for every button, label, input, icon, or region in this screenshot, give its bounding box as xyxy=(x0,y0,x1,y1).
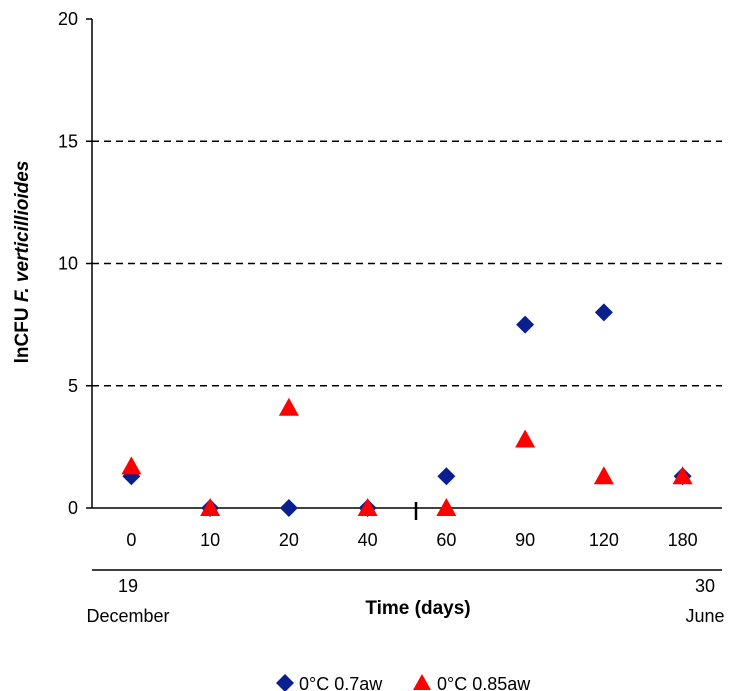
legend-label-series-2: 0°C 0.85aw xyxy=(437,674,531,691)
data-point-series-2-10 xyxy=(200,498,221,516)
data-point-series-2-180 xyxy=(672,466,693,485)
end-date-month: June xyxy=(685,606,724,626)
data-points xyxy=(121,303,693,517)
data-point-series-1-90 xyxy=(516,315,535,334)
legend-diamond-icon xyxy=(276,674,294,691)
data-point-series-1-120 xyxy=(594,303,613,322)
data-point-series-2-0 xyxy=(121,456,142,475)
end-date-day: 30 xyxy=(695,576,715,596)
x-tick-label: 120 xyxy=(589,530,619,550)
y-axis-title-prefix: lnCFU xyxy=(12,302,33,363)
y-tick-label: 20 xyxy=(58,9,78,29)
y-axis-title: lnCFU F. verticillioides xyxy=(12,161,33,364)
x-tick-label: 180 xyxy=(668,530,698,550)
data-point-series-2-40 xyxy=(357,498,378,516)
y-tick-label: 10 xyxy=(58,254,78,274)
data-point-series-1-60 xyxy=(437,467,456,486)
y-tick-label: 5 xyxy=(68,376,78,396)
start-date-month: December xyxy=(86,606,169,626)
y-ticks: 0 5 10 15 20 xyxy=(58,9,92,518)
legend-label-series-1: 0°C 0.7aw xyxy=(299,674,383,691)
gridlines xyxy=(92,140,722,387)
x-tick-label: 20 xyxy=(279,530,299,550)
x-tick-label: 10 xyxy=(200,530,220,550)
x-axis-title: Time (days) xyxy=(365,598,470,619)
x-tick-label: 40 xyxy=(358,530,378,550)
data-point-series-2-90 xyxy=(515,429,536,448)
x-tick-label: 0 xyxy=(126,530,136,550)
x-tick-label: 60 xyxy=(436,530,456,550)
data-point-series-2-120 xyxy=(593,466,614,485)
data-point-series-1-20 xyxy=(279,499,298,517)
x-tick-label: 90 xyxy=(515,530,535,550)
data-point-series-2-20 xyxy=(278,397,299,416)
y-axis-title-italic: F. verticillioides xyxy=(12,161,33,303)
legend-triangle-icon xyxy=(413,674,431,690)
start-date-day: 19 xyxy=(118,576,138,596)
y-tick-label: 0 xyxy=(68,498,78,518)
x-ticks: 0 10 20 40 60 90 120 180 xyxy=(126,530,697,550)
legend: 0°C 0.7aw 0°C 0.85aw xyxy=(276,674,531,691)
y-tick-label: 15 xyxy=(58,131,78,151)
data-point-series-2-60 xyxy=(436,498,457,516)
